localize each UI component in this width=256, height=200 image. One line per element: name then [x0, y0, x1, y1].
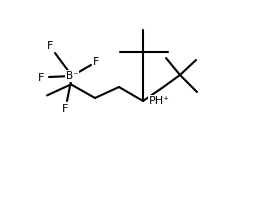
Text: B⁻: B⁻: [66, 71, 78, 81]
Text: F: F: [62, 104, 68, 114]
Text: F: F: [38, 73, 44, 83]
Text: F: F: [93, 57, 99, 67]
Text: PH⁺: PH⁺: [149, 96, 170, 106]
Text: F: F: [47, 41, 53, 51]
